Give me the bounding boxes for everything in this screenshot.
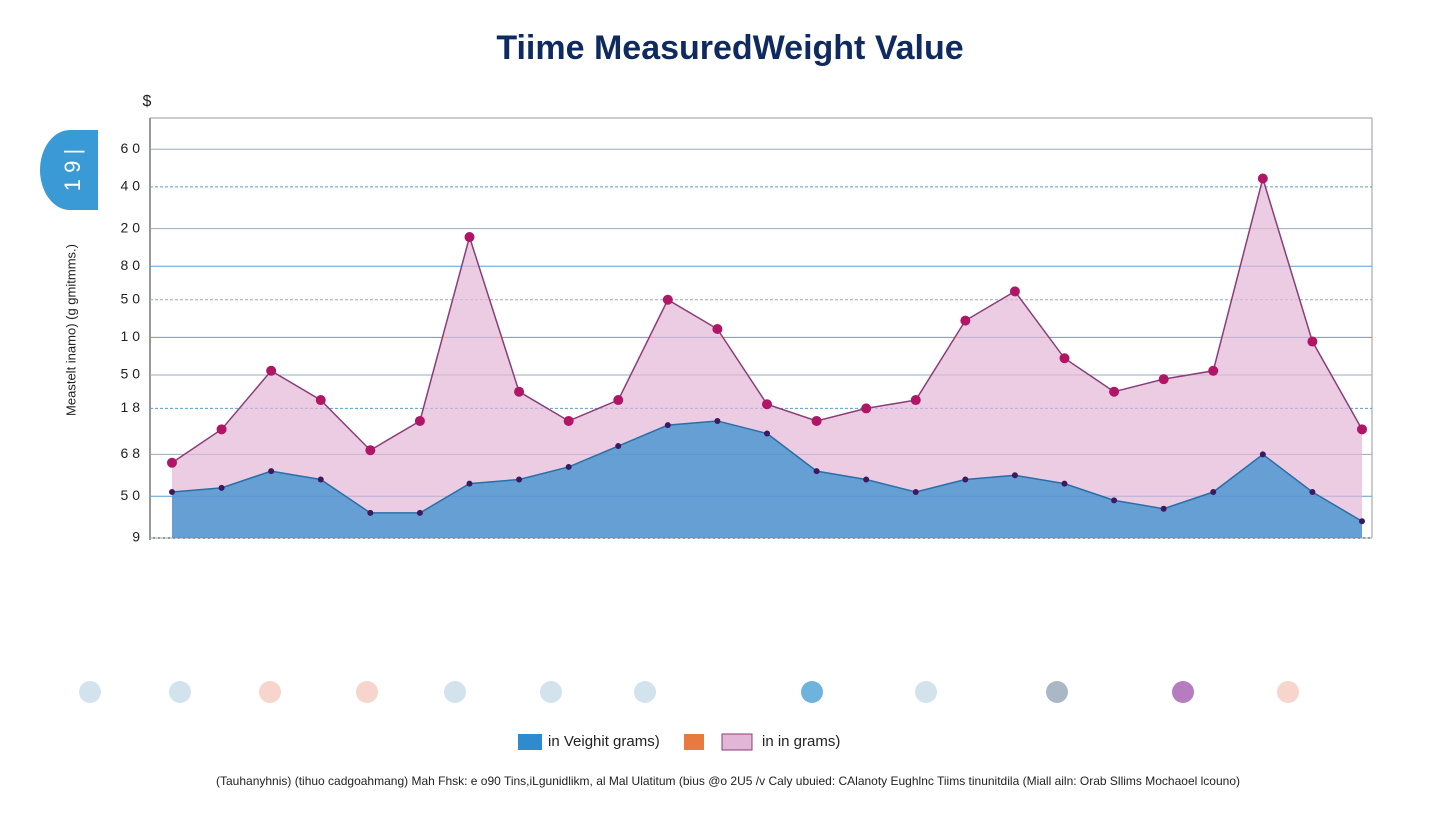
point	[1309, 489, 1316, 496]
point	[1158, 374, 1169, 385]
point	[962, 476, 969, 483]
point	[714, 417, 721, 424]
area	[172, 420, 1362, 538]
point	[1257, 173, 1268, 184]
point	[268, 468, 275, 475]
point	[1210, 489, 1217, 496]
y-tick-label: 2 0	[121, 219, 141, 235]
point	[1359, 518, 1365, 525]
y-tick-label: 6 0	[121, 140, 141, 156]
badge-bg	[40, 130, 98, 210]
y-tick-label: 1 0	[121, 328, 141, 344]
y-tick-label: 6 8	[121, 445, 141, 461]
decor-dots	[79, 681, 1299, 703]
y-tick-label: 5 0	[121, 366, 141, 382]
legend-decor	[684, 734, 704, 750]
point	[762, 399, 772, 410]
y-tick-label: 1 8	[121, 399, 141, 415]
point	[1307, 336, 1318, 347]
point	[1059, 353, 1070, 364]
point	[662, 294, 673, 305]
chart-title: Tiime MeasuredWeight Value	[496, 29, 963, 67]
point	[367, 509, 374, 516]
point	[169, 489, 175, 496]
point	[464, 232, 475, 243]
point	[1208, 365, 1219, 376]
point	[664, 422, 671, 429]
point	[1357, 424, 1367, 435]
legend-swatch	[721, 733, 753, 751]
point	[1160, 505, 1167, 512]
point	[466, 480, 473, 487]
legend-swatch	[518, 734, 542, 750]
point	[764, 430, 770, 437]
point	[565, 463, 572, 470]
point	[218, 484, 225, 491]
point	[1259, 451, 1266, 458]
point	[1061, 480, 1068, 487]
point	[960, 315, 971, 326]
point	[912, 489, 919, 496]
y-tick-label: 5 0	[121, 290, 141, 306]
point	[910, 395, 921, 406]
currency-mark: $	[143, 93, 152, 110]
point	[167, 457, 177, 468]
point	[712, 324, 723, 334]
point	[813, 468, 820, 475]
point	[1109, 386, 1120, 397]
point	[1009, 286, 1020, 297]
point	[317, 476, 324, 483]
y-tick-label: 8 0	[121, 257, 141, 273]
point	[1011, 472, 1018, 479]
legend-label: in in grams)	[762, 733, 840, 750]
point	[613, 395, 624, 406]
point	[216, 424, 227, 435]
y-tick-label: 5 0	[121, 487, 141, 503]
point	[266, 365, 277, 376]
point	[863, 476, 870, 483]
point	[514, 386, 525, 397]
legend-label: in Veighit grams)	[548, 733, 660, 750]
point	[365, 445, 376, 456]
y-tick-label: 9	[132, 529, 140, 545]
point	[315, 395, 326, 406]
area	[172, 178, 1362, 538]
point	[811, 415, 822, 426]
point	[615, 443, 622, 450]
point	[1111, 497, 1118, 504]
y-tick-label: 4 0	[121, 178, 141, 194]
point	[416, 509, 423, 516]
footnote: (Tauhanyhnis) (tihuo cadgoahmang) Mah Fh…	[216, 774, 1240, 788]
y-axis-label: Meastelt inamo) (g gmitmms.)	[63, 244, 78, 416]
point	[414, 415, 425, 426]
badge: 1 9 |	[60, 149, 85, 191]
point	[516, 476, 523, 483]
point	[563, 415, 574, 426]
point	[861, 403, 872, 414]
